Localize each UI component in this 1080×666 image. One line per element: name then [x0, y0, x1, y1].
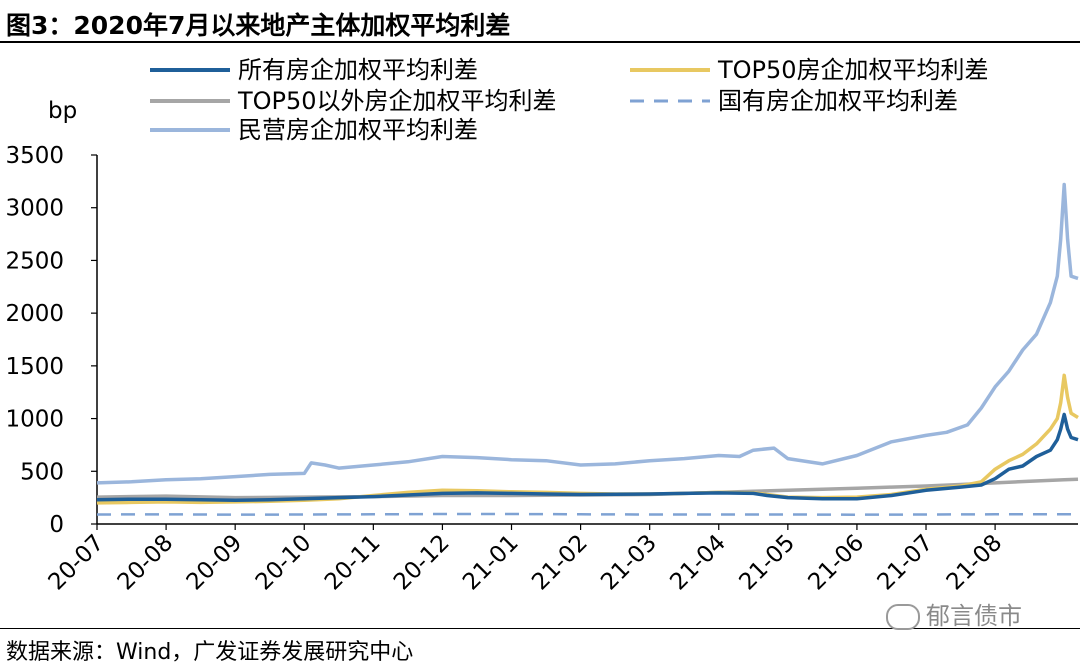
y-tick-label: 2000: [5, 301, 64, 327]
series-line: [96, 512, 1078, 516]
x-tick-label: 21-06: [804, 530, 870, 596]
x-tick-label: 20-11: [320, 530, 386, 596]
title-divider: [0, 41, 1080, 43]
legend-label: 国有房企加权平均利差: [718, 87, 958, 115]
source-divider: [0, 628, 1080, 629]
series-line: [96, 412, 1079, 503]
x-tick-label: 21-07: [873, 530, 939, 596]
legend-label: 所有房企加权平均利差: [238, 56, 478, 84]
y-tick-label: 2500: [5, 248, 64, 274]
y-tick-label: 3000: [5, 196, 64, 222]
x-tick-label: 20-07: [44, 530, 110, 596]
x-tick-label: 20-12: [389, 530, 455, 596]
x-tick-label: 21-05: [734, 530, 800, 596]
series-line: [96, 182, 1079, 485]
legend-label: TOP50以外房企加权平均利差: [237, 87, 557, 115]
legend-label: 民营房企加权平均利差: [238, 116, 478, 144]
y-axis-label: bp: [48, 98, 77, 124]
y-tick-label: 0: [49, 512, 64, 538]
figure-title: 图3：2020年7月以来地产主体加权平均利差: [6, 11, 511, 40]
x-tick-label: 20-08: [113, 530, 179, 596]
x-tick-label: 20-10: [251, 530, 317, 596]
x-tick-label: 21-03: [596, 530, 662, 596]
series-line: [96, 373, 1079, 505]
wechat-icon: [886, 604, 920, 630]
x-tick-label: 21-02: [527, 530, 593, 596]
source-note: 数据来源：Wind，广发证券发展研究中心: [6, 640, 414, 665]
y-axis: 0 500 1000 1500 2000 2500 3000 3500: [5, 143, 98, 538]
x-tick-label: 21-04: [665, 530, 731, 596]
legend-label: TOP50房企加权平均利差: [717, 56, 989, 84]
plot-area: [96, 182, 1079, 516]
y-tick-label: 500: [20, 459, 64, 485]
x-axis: 20-07 20-08 20-09 20-10 20-11 20-12 21-01 21-02…: [44, 523, 1078, 596]
watermark: 郁言债市: [886, 596, 1022, 631]
x-tick-label: 21-01: [458, 530, 524, 596]
line-chart: 所有房企加权平均利差 TOP50房企加权平均利差 TOP50以外房企加权平均利差 国有…: [5, 56, 1079, 596]
watermark-text: 郁言债市: [926, 602, 1022, 630]
y-tick-label: 1500: [5, 354, 64, 380]
chart-legend: 所有房企加权平均利差 TOP50房企加权平均利差 TOP50以外房企加权平均利差 国有…: [150, 56, 989, 144]
y-tick-label: 3500: [5, 143, 64, 169]
y-tick-label: 1000: [5, 407, 64, 433]
x-tick-label: 20-09: [182, 530, 248, 596]
x-tick-label: 21-08: [942, 530, 1008, 596]
